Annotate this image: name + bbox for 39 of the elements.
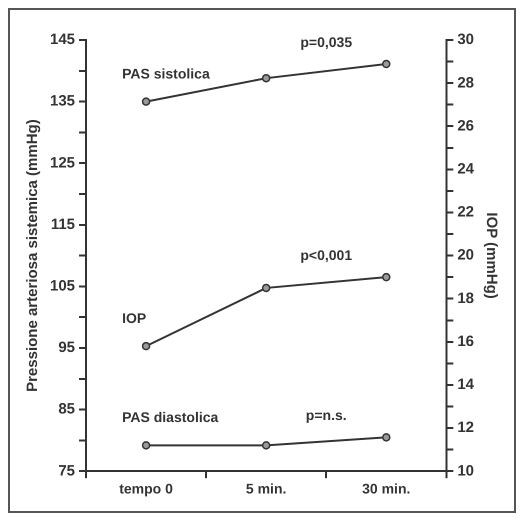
y2-tick-label: 20: [457, 246, 474, 264]
point: [262, 284, 270, 292]
x-tick-label: 5 min.: [246, 480, 286, 496]
point: [142, 441, 150, 450]
point: [382, 60, 391, 68]
annotation: p<0,001: [300, 247, 352, 264]
point: [382, 272, 391, 282]
point: [382, 433, 391, 442]
y2-tick-label: 26: [457, 117, 474, 134]
y2-tick-label: 18: [457, 290, 474, 307]
y2-tick-label: 24: [457, 160, 475, 178]
x-tick-label: 30 min.: [362, 480, 410, 496]
annotation: p=0,035: [300, 34, 352, 50]
y-tick-label: 135: [50, 92, 76, 110]
y-tick-label: 75: [58, 462, 76, 480]
y-tick-label: 125: [50, 154, 76, 172]
series-label: PAS sistolica: [122, 65, 210, 82]
point: [142, 97, 150, 106]
y-tick-label: 145: [50, 31, 76, 48]
y2-tick-label: 30: [457, 31, 474, 48]
y-tick-label: 95: [58, 339, 76, 356]
y2-tick-label: 14: [457, 376, 475, 394]
y-tick-label: 105: [50, 278, 76, 295]
y-tick-label: 85: [58, 400, 76, 418]
series-label: IOP: [122, 310, 146, 326]
annotation: p=n.s.: [306, 407, 347, 424]
y2-axis-title: IOP (mmHg): [482, 212, 500, 299]
y2-tick-label: 10: [457, 462, 474, 480]
series-label: PAS diastolica: [122, 409, 219, 426]
point: [142, 342, 150, 350]
point: [262, 441, 270, 450]
y2-tick-label: 22: [457, 204, 474, 221]
y-tick-label: 115: [50, 216, 76, 233]
x-tick-label: tempo 0: [119, 480, 174, 496]
point: [262, 74, 270, 82]
y2-tick-label: 28: [457, 74, 474, 92]
y2-tick-label: 12: [457, 419, 474, 436]
y2-tick-label: 16: [457, 332, 474, 350]
y-axis-title: Pressione arteriosa sistemica (mmHg): [24, 119, 42, 392]
